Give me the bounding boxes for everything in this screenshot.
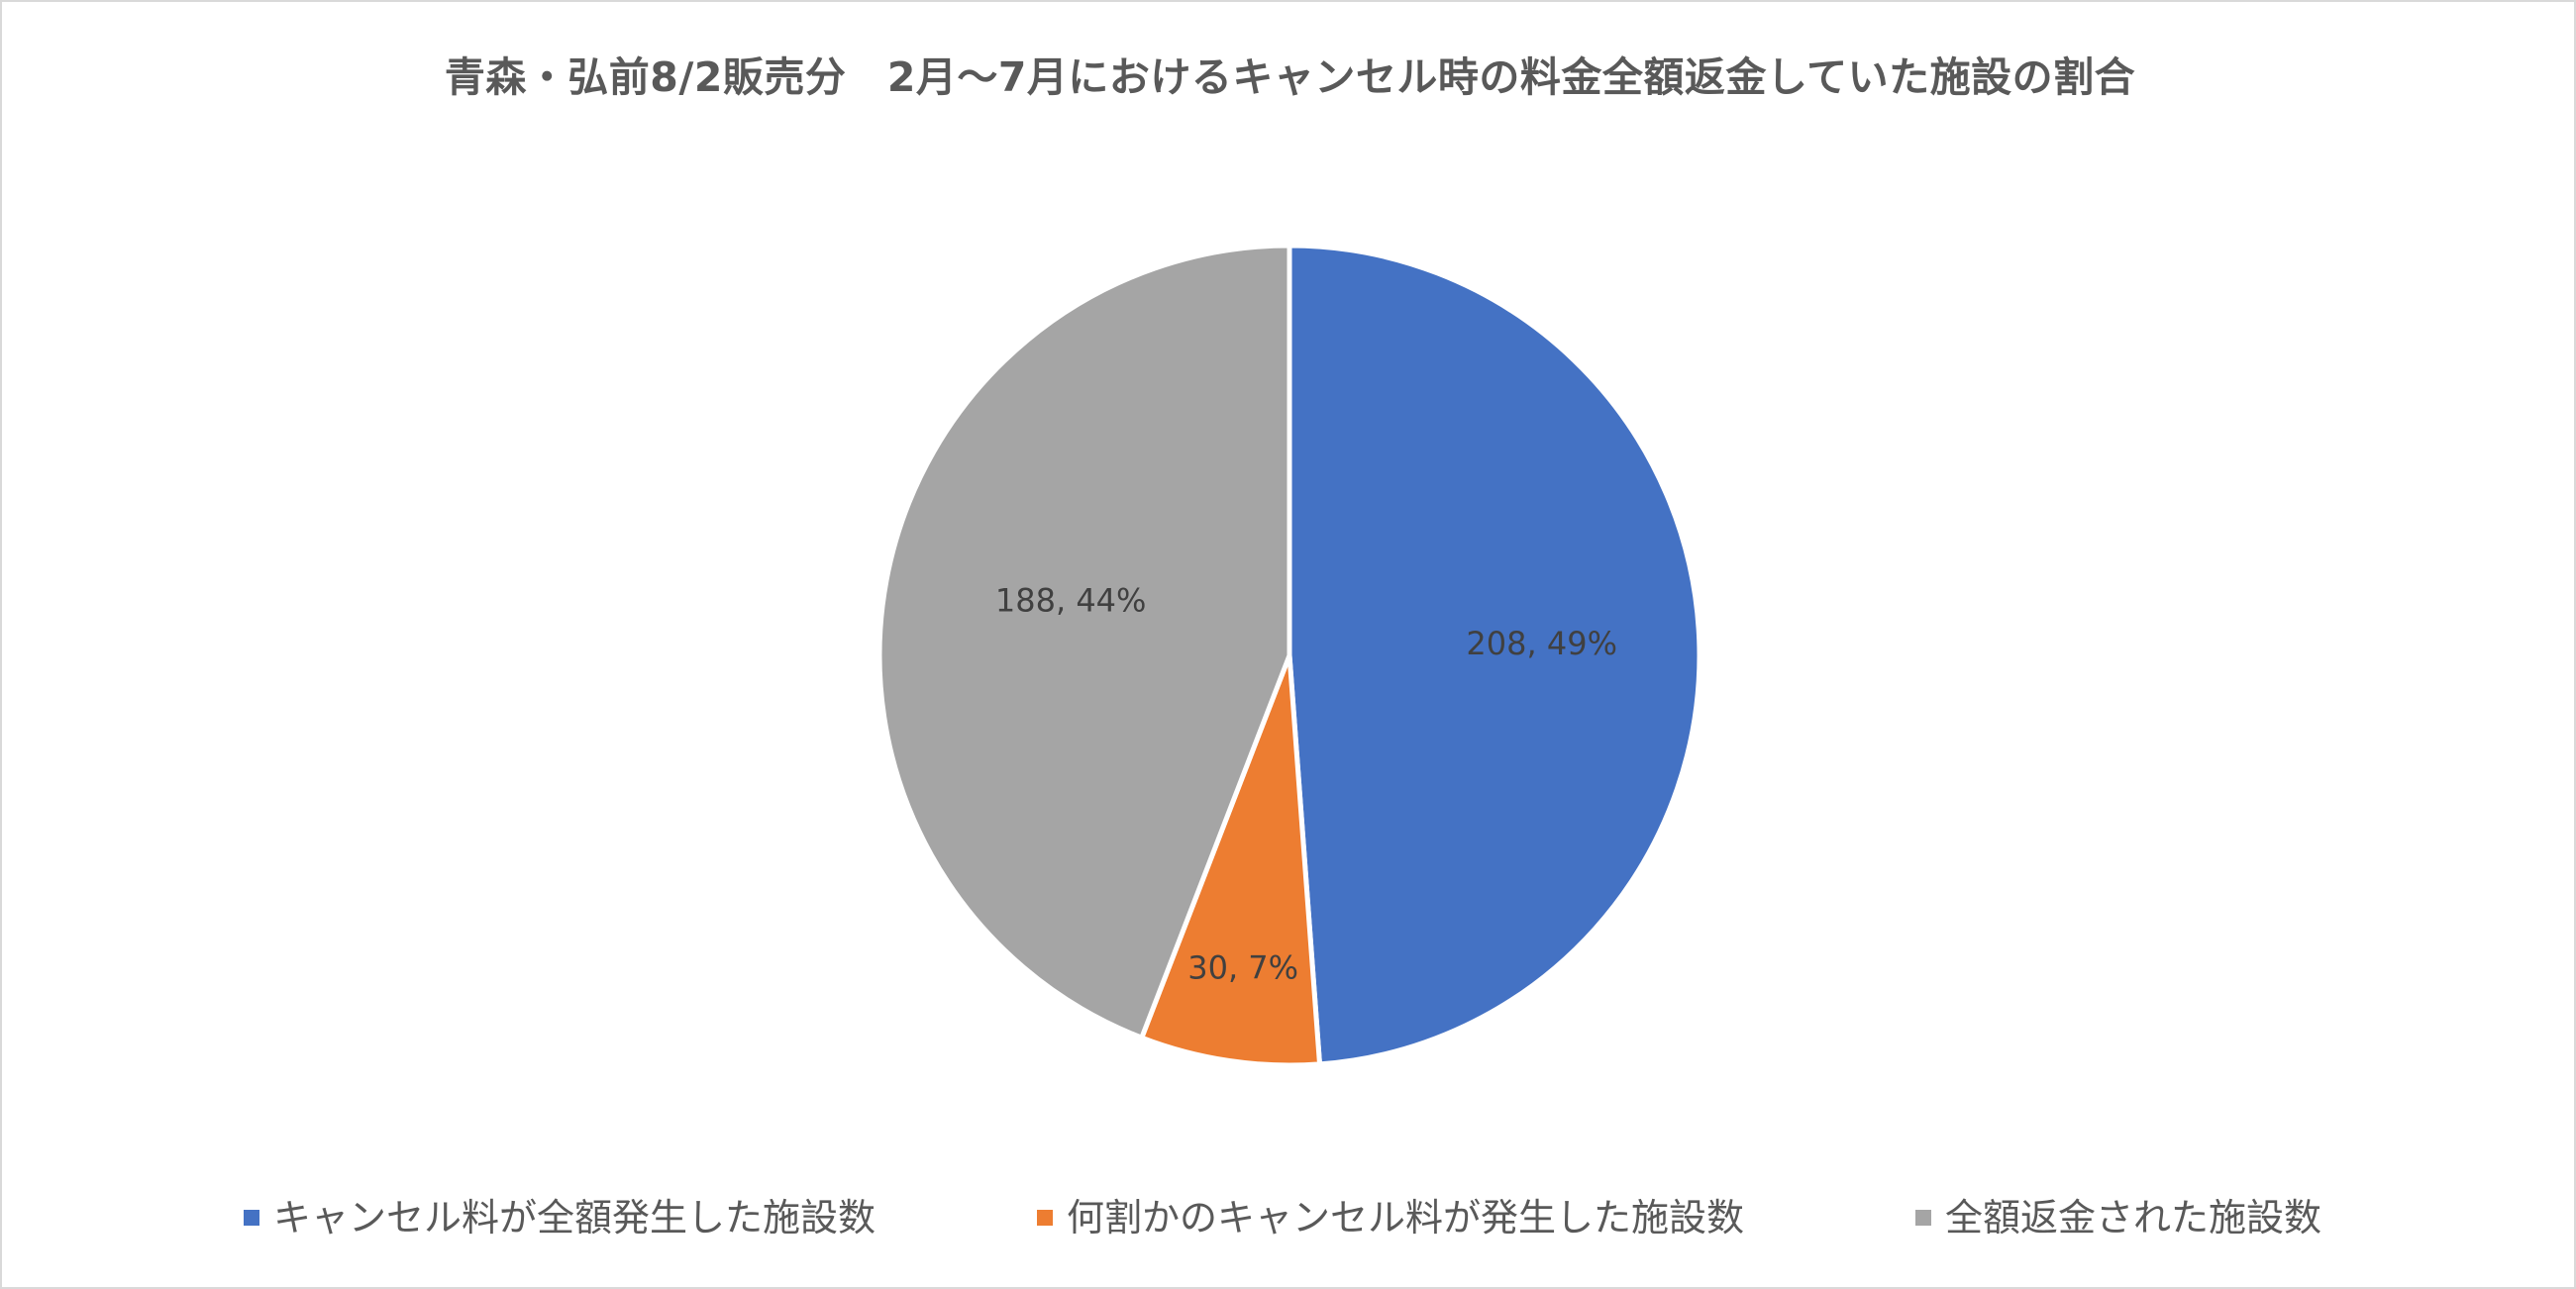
legend-swatch-partial-fee — [1037, 1210, 1053, 1226]
legend-item-full-refund: 全額返金された施設数 — [1915, 1194, 2321, 1241]
chart-title: 青森・弘前8/2販売分 2月～7月におけるキャンセル時の料金全額返金していた施設… — [444, 53, 2136, 101]
data-label-full-fee: 208, 49% — [1466, 625, 1617, 662]
legend-swatch-full-refund — [1915, 1210, 1931, 1226]
data-label-partial-fee: 30, 7% — [1187, 948, 1298, 986]
legend-swatch-full-fee — [244, 1210, 259, 1226]
pie-slices — [876, 243, 1702, 1068]
legend-item-partial-fee: 何割かのキャンセル料が発生した施設数 — [1037, 1194, 1744, 1241]
data-label-full-refund: 188, 44% — [995, 582, 1147, 620]
pie-slice-partial-fee — [1139, 652, 1322, 1068]
pie-slice-full-fee — [1287, 243, 1702, 1067]
legend-label-partial-fee: 何割かのキャンセル料が発生した施設数 — [1067, 1196, 1745, 1239]
legend-item-full-fee: キャンセル料が全額発生した施設数 — [244, 1194, 876, 1241]
legend-label-full-refund: 全額返金された施設数 — [1945, 1196, 2322, 1239]
legend-label-full-fee: キャンセル料が全額発生した施設数 — [273, 1196, 876, 1239]
pie-data-labels: 208, 49% 30, 7% 188, 44% — [995, 582, 1617, 987]
pie-slice-full-refund — [876, 243, 1292, 1041]
chart-legend: キャンセル料が全額発生した施設数 何割かのキャンセル料が発生した施設数 全額返金… — [2, 1194, 2576, 1249]
